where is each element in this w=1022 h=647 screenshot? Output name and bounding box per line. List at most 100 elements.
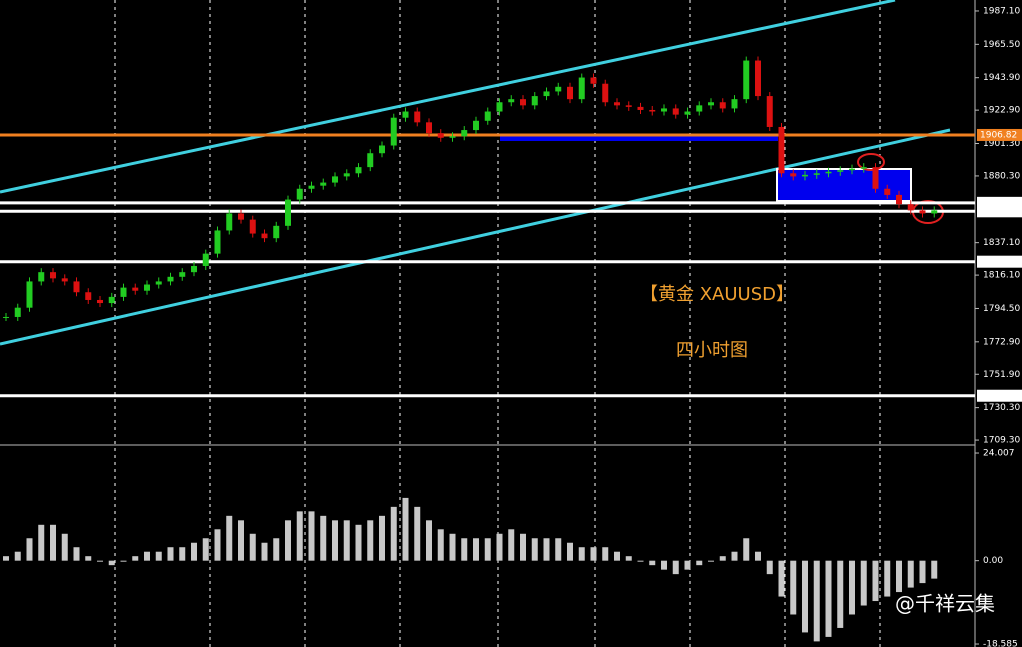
zone [776,168,912,202]
candle [144,284,150,291]
candle [285,199,291,226]
candle [85,292,92,300]
title: 【黄金 XAUUSD】 [640,284,794,305]
candle [73,281,80,293]
bar [719,556,726,561]
candle [449,136,456,138]
candle [390,117,397,146]
bar [367,520,374,561]
candle [332,176,338,183]
candle [367,153,374,168]
bar [543,538,550,561]
candle [649,109,656,112]
y-tick-label: 1901.30 [983,139,1020,149]
candle [684,111,691,115]
level-label: 1906.82 [980,130,1017,140]
candle [614,102,620,106]
bar [484,538,491,561]
candle [484,111,491,121]
candle [355,167,362,174]
candle [625,105,632,107]
level-box [977,205,1022,218]
bar [402,497,409,561]
bar [637,560,644,562]
bar [555,538,562,561]
candle [38,272,45,282]
bar [214,529,221,561]
candle [543,91,550,97]
y-tick-label: 1987.10 [983,6,1020,16]
bar [226,515,233,561]
candle [179,272,186,277]
candle [132,287,139,291]
level-label: 1862.87 [980,198,1017,208]
bar [837,560,844,628]
candle [426,122,432,134]
level-label: 1857.40 [980,207,1017,217]
candle [567,86,573,100]
bar [249,533,256,561]
candle [919,210,926,214]
bar [907,560,914,588]
bar [708,560,714,562]
candle [14,307,21,317]
y-tick-label: 1709.30 [983,436,1020,446]
level-label: 1824.78 [980,257,1017,267]
candle [26,281,33,308]
bar [531,538,538,561]
bar [97,560,103,562]
candle [97,299,103,304]
bar [26,538,33,561]
watermark: @千祥云集 [895,592,995,616]
candle [238,213,244,220]
candle [50,272,56,279]
bar [61,533,68,561]
bar [437,529,444,561]
bar [755,551,761,561]
bar [167,547,174,561]
bar [860,560,867,606]
bar [731,551,738,561]
candle [202,253,209,266]
candle [672,108,679,115]
candle [167,276,174,282]
candle [755,60,761,97]
candle [273,225,280,239]
bar [567,542,573,561]
bar [461,538,468,561]
bar [766,560,773,575]
bar [743,538,750,561]
bar [778,560,785,597]
candle [555,86,562,92]
bar [238,520,244,561]
bar [790,560,797,615]
bar [155,551,162,561]
candle [3,316,9,318]
zone [500,136,778,141]
candle [343,173,350,177]
bar [884,560,891,597]
bar [625,556,632,561]
candle [379,145,385,154]
bar [261,542,268,561]
bar [285,520,291,561]
candle [226,213,233,231]
candle [813,173,820,175]
bar [426,520,432,561]
level-box [977,128,1022,141]
candle [155,281,162,285]
candle [590,77,597,84]
bar [343,520,350,561]
candle [743,60,750,100]
y-tick-label: 1837.10 [983,238,1020,248]
candle [249,219,256,234]
y-tick-label: 1794.50 [983,304,1020,314]
candle [696,105,703,112]
candle [496,102,503,112]
bar [672,560,679,575]
level-box [977,389,1022,402]
level-label: 1738.00 [980,391,1017,401]
candle [473,120,479,131]
candle [860,167,867,169]
bar [191,542,197,561]
